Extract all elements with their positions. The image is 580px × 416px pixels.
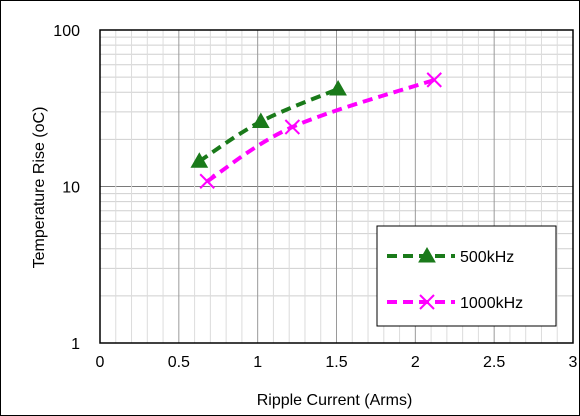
legend: 500kHz 1000kHz [376,225,557,327]
data-point [199,173,215,189]
legend-label: 500kHz [460,249,514,266]
legend-marker [419,294,435,310]
x-tick-label: 0 [96,354,105,371]
y-tick-label: 100 [53,23,80,40]
legend-box [376,225,557,327]
data-point [329,79,347,96]
x-tick-label: 0.5 [168,354,190,371]
legend-entry-1000khz: 1000kHz [387,294,523,312]
y-tick-label: 1 [71,336,80,353]
y-axis-title: Temperature Rise (oC) [31,107,48,269]
data-point [251,112,270,129]
series [190,72,442,189]
data-point [284,119,301,135]
legend-label: 1000kHz [460,295,523,312]
y-tick-label: 10 [62,180,80,197]
x-tick-label: 1 [253,354,262,371]
x-tick-label: 2 [411,354,420,371]
data-point [426,72,442,88]
legend-marker [418,246,436,263]
x-tick-label: 3 [569,354,578,371]
x-tick-label: 1.5 [325,354,347,371]
tick-labels: 0 0.5 1 1.5 2 2.5 3 1 10 100 [53,23,577,371]
plot-area [99,29,574,344]
x-tick-label: 2.5 [483,354,505,371]
legend-entry-500khz: 500kHz [387,246,514,266]
series-line-0 [198,87,339,163]
data-point [190,152,209,168]
x-axis-title: Ripple Current (Arms) [257,392,413,409]
